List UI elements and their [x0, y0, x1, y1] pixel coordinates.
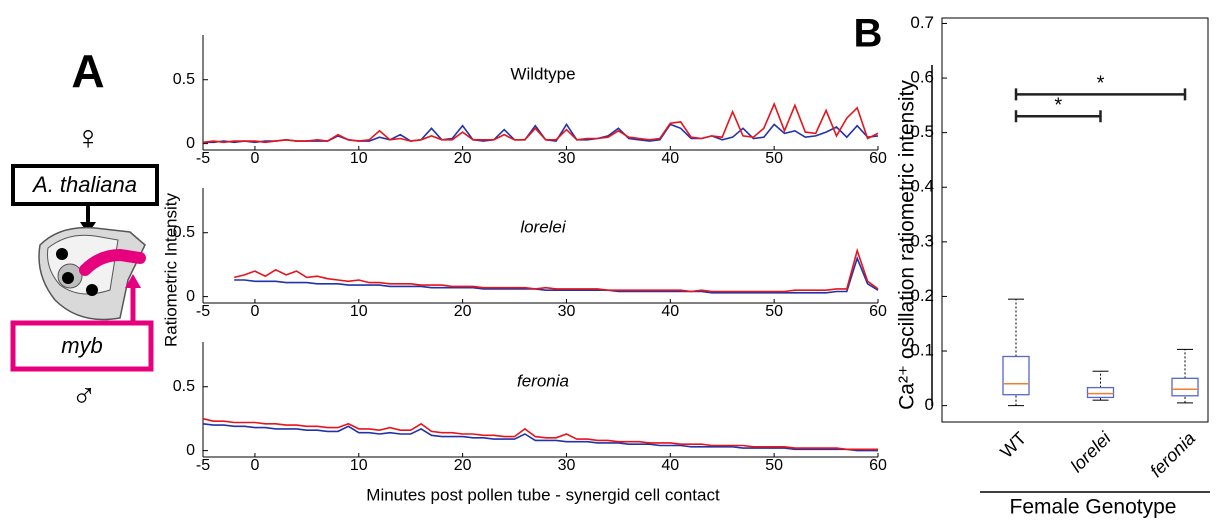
y-tick-label: 0.2 [910, 286, 934, 305]
x-tick-label: 50 [765, 303, 783, 320]
x-tick-label: lorelei [1067, 427, 1116, 476]
gene-box [10, 320, 154, 372]
data-line [202, 101, 879, 144]
subtitle: feronia [517, 371, 569, 390]
x-tick-label: WT [996, 428, 1030, 462]
x-tick-label: 0 [250, 303, 259, 320]
x-tick-label: 60 [869, 150, 887, 167]
data-line [234, 247, 879, 293]
x-tick-label: 30 [558, 303, 576, 320]
subtitle: lorelei [520, 217, 567, 236]
y-tick-label: 0 [186, 442, 195, 459]
y-tick-label: 0.1 [910, 341, 934, 360]
x-tick-label: 50 [765, 150, 783, 167]
y-axis-label: Ratiometric Intensity [161, 193, 180, 347]
y-tick-label: 0 [186, 288, 195, 305]
x-tick-label: 10 [350, 457, 368, 474]
box [1086, 386, 1115, 399]
data-line [234, 255, 879, 294]
x-tick-label: 0 [250, 457, 259, 474]
male-symbol: ♂ [71, 377, 97, 415]
female-symbol: ♀ [75, 119, 101, 157]
subtitle: Wildtype [510, 64, 575, 83]
data-line [203, 122, 879, 144]
x-tick-label: 0 [250, 150, 259, 167]
x-tick-label: 50 [765, 457, 783, 474]
x-tick-label: 40 [661, 150, 679, 167]
data-line [202, 423, 878, 452]
y-tick-label: 0.7 [910, 13, 934, 32]
y-tick-label: 0.6 [910, 68, 934, 87]
significance-bracket [1014, 88, 1187, 101]
plot-frame [941, 17, 1209, 423]
significance-label: * [1097, 73, 1105, 95]
x-axis-label: Minutes post pollen tube - synergid cell… [366, 485, 720, 504]
x-tick-label: 40 [661, 303, 679, 320]
x-tick-label: 40 [661, 457, 679, 474]
x-tick-label: 60 [869, 303, 887, 320]
box [1002, 355, 1030, 396]
y-tick-label: 0.3 [910, 231, 934, 250]
species-label: A. thaliana [31, 172, 137, 197]
x-tick-label: -5 [196, 150, 210, 167]
y-tick-label: 0 [925, 395, 934, 414]
species-box [11, 164, 159, 206]
y-tick-label: 0.5 [910, 122, 934, 141]
panel-label: B [854, 12, 883, 56]
y-tick-label: 0.5 [173, 224, 195, 241]
ovule-drawing [38, 226, 146, 322]
panel-label: A [71, 45, 104, 97]
significance-label: * [1054, 95, 1062, 117]
y-tick-label: 0 [186, 135, 195, 152]
x-tick-label: 60 [869, 457, 887, 474]
x-tick-label: 20 [454, 150, 472, 167]
x-tick-label: 30 [558, 150, 576, 167]
significance-bracket [1014, 110, 1102, 123]
x-tick-label: 10 [350, 150, 368, 167]
x-axis-label: Female Genotype [1010, 496, 1177, 519]
x-tick-label: 20 [454, 457, 472, 474]
x-tick-label: 10 [350, 303, 368, 320]
y-axis-label: Ca²⁺ oscillation ratiometric intensity [896, 80, 919, 410]
y-tick-label: 0.5 [173, 378, 195, 395]
x-tick-label: feronia [1146, 428, 1199, 481]
y-tick-label: 0.4 [910, 177, 934, 196]
box [1171, 377, 1199, 397]
x-tick-label: -5 [196, 303, 210, 320]
y-tick-label: 0.5 [173, 71, 195, 88]
data-line [202, 417, 878, 451]
x-tick-label: -5 [196, 457, 210, 474]
gene-label: myb [61, 333, 103, 358]
x-tick-label: 20 [454, 303, 472, 320]
x-tick-label: 30 [558, 457, 576, 474]
